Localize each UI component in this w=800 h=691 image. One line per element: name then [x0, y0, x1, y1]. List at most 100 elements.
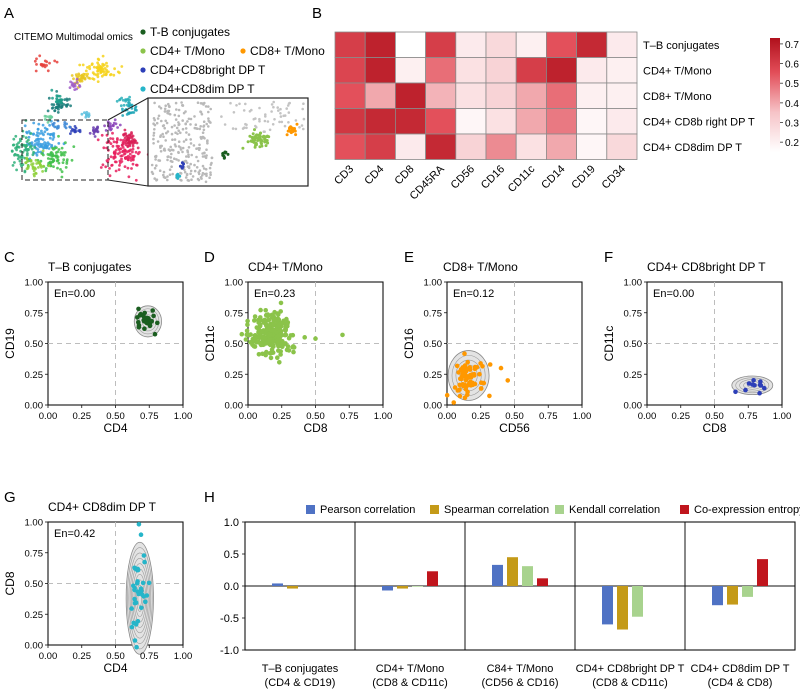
- data-point: [275, 355, 280, 361]
- data-point: [288, 333, 294, 338]
- zoom-cell-background: [272, 100, 276, 104]
- zoom-cell-cd4mono: [250, 135, 254, 139]
- zoom-cell-background: [164, 104, 167, 107]
- x-axis-label: CD8: [303, 421, 327, 435]
- zoom-cell-background: [199, 135, 203, 139]
- umap-cell: [131, 162, 135, 166]
- x-tick-label: 0.00: [239, 411, 258, 422]
- umap-cell: [126, 144, 130, 148]
- data-point: [136, 322, 142, 328]
- zoom-cell-background: [170, 125, 174, 129]
- data-point: [285, 344, 291, 349]
- umap-cell: [122, 103, 126, 107]
- umap-embedding: [10, 54, 150, 182]
- umap-cell: [109, 73, 112, 77]
- zoom-cell-cd4mono: [265, 134, 269, 138]
- zoom-cell-background: [199, 176, 203, 179]
- umap-cell: [60, 98, 64, 102]
- zoom-cell-background: [302, 117, 306, 121]
- x-tick-label: 1.00: [573, 411, 592, 422]
- data-point: [282, 327, 288, 333]
- umap-cell: [109, 125, 112, 128]
- data-point: [461, 383, 466, 389]
- heatmap-row-label: CD4+ T/Mono: [643, 65, 712, 77]
- zoom-cell-background: [184, 159, 187, 163]
- heatmap-cell: [394, 108, 426, 135]
- zoom-cell-background: [279, 115, 283, 118]
- zoom-cell-background: [187, 165, 191, 168]
- umap-cell: [117, 168, 121, 172]
- zoom-cell-background: [201, 155, 205, 158]
- zoom-cell-background: [205, 122, 208, 126]
- heatmap-cell: [515, 82, 547, 109]
- zoom-cell-background: [166, 158, 169, 162]
- umap-cell: [116, 126, 119, 129]
- y-tick-label: 1.00: [25, 518, 44, 529]
- x-tick-label: 0.75: [539, 411, 558, 422]
- umap-cell: [57, 107, 60, 111]
- data-point: [138, 532, 144, 537]
- zoom-cell-tb: [223, 156, 226, 159]
- data-point: [467, 374, 472, 380]
- heatmap-cell: [485, 108, 517, 135]
- data-point: [132, 600, 138, 606]
- data-point: [135, 315, 140, 320]
- umap-cell: [47, 147, 51, 150]
- panel-a-legend: T-B conjugates CD4+ T/Mono CD8+ T/Mono C…: [140, 25, 325, 96]
- umap-cell: [42, 164, 45, 168]
- zoom-cell-background: [168, 168, 172, 171]
- group-sublabel: (CD8 & CD11c): [592, 677, 668, 689]
- zoom-cell-background: [189, 117, 193, 121]
- data-point: [275, 316, 281, 322]
- umap-cell: [25, 156, 28, 160]
- zoom-cell-background: [153, 177, 156, 180]
- zoom-cell-background: [258, 120, 261, 123]
- zoom-cell-dp_bright: [182, 162, 185, 166]
- y-tick-label: 0.50: [624, 339, 643, 350]
- heatmap-cell: [546, 133, 578, 160]
- data-point: [455, 388, 461, 393]
- x-tick-label: 0.50: [705, 411, 724, 422]
- data-point: [275, 341, 281, 347]
- umap-cell: [112, 121, 116, 125]
- data-point: [477, 371, 482, 377]
- colorbar-tick-label: 0.2: [785, 138, 799, 149]
- heatmap-cell: [576, 133, 608, 160]
- y-tick-label: 0.00: [25, 641, 44, 652]
- data-point: [139, 605, 144, 611]
- umap-cell: [64, 126, 68, 130]
- density-contour: [127, 547, 153, 650]
- umap-cell: [128, 101, 131, 105]
- zoom-cell-background: [185, 172, 189, 176]
- umap-cell: [113, 153, 117, 157]
- umap-cell: [59, 168, 62, 171]
- zoom-cell-background: [152, 122, 155, 125]
- data-point: [252, 314, 258, 319]
- umap-cell: [56, 166, 59, 170]
- zoom-cell-background: [210, 161, 213, 165]
- zoom-cell-background: [208, 176, 211, 179]
- data-point: [243, 337, 249, 342]
- umap-cell: [123, 136, 127, 140]
- zoom-cell-background: [245, 126, 248, 130]
- zoom-cell-background: [302, 102, 305, 105]
- zoom-cell-background: [154, 158, 157, 161]
- umap-cell: [121, 143, 124, 147]
- y-tick-label: 0.75: [624, 308, 643, 319]
- umap-cell: [43, 59, 47, 63]
- zoom-cell-cd8mono: [293, 129, 297, 133]
- data-point: [265, 313, 271, 319]
- zoom-cell-background: [204, 105, 208, 108]
- data-point: [462, 351, 467, 357]
- umap-cell: [71, 83, 75, 86]
- zoom-cell-tb: [221, 152, 225, 156]
- y-tick-label: 0.50: [424, 339, 443, 350]
- umap-cell: [132, 111, 136, 114]
- zoom-cell-background: [280, 120, 284, 124]
- zoom-cell-background: [163, 126, 166, 130]
- umap-cell: [24, 161, 28, 165]
- group-label: T–B conjugates: [262, 663, 339, 675]
- bar-pearson: [382, 586, 393, 591]
- umap-cell: [30, 163, 33, 166]
- umap-cell: [27, 130, 31, 133]
